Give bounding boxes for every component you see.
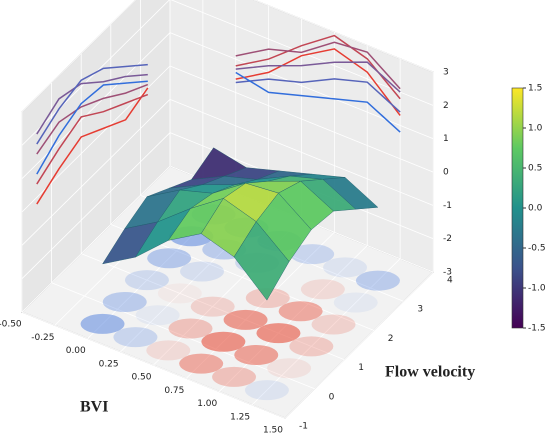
contour-projection (168, 318, 213, 339)
z-tick-label: -2 (443, 234, 452, 244)
y-axis-label: Flow velocity (385, 364, 475, 381)
contour-projection (80, 313, 125, 334)
contour-projection (300, 279, 345, 300)
left-wall-projection (36, 73, 148, 135)
y-tick-label: 1 (358, 363, 364, 373)
z-tick-label: 2 (443, 101, 449, 111)
x-tick-label: 1.00 (197, 399, 217, 409)
contour-projection (113, 327, 158, 348)
y-tick-label: 2 (388, 334, 394, 344)
colorbar-tick-label: -1.0 (528, 284, 546, 294)
x-tick-label: 0.25 (99, 359, 119, 369)
grid-line (21, 165, 171, 313)
colorbar-tick-label: 1.0 (528, 124, 543, 134)
x-tick-label: 0.50 (131, 373, 151, 383)
grid-line (21, 32, 171, 179)
contour-projection (147, 248, 192, 269)
contour-projection (267, 358, 312, 379)
contour-projection (311, 314, 356, 335)
z-tick-label: 3 (443, 68, 449, 78)
contour-projection (157, 283, 202, 304)
grid-line (284, 271, 434, 419)
contour-projection (256, 323, 301, 344)
grid-line (21, 132, 171, 279)
y-tick-label: 3 (417, 305, 423, 315)
grid-line (251, 258, 401, 406)
back-wall-projection (235, 61, 401, 93)
contour-projection (355, 270, 400, 291)
contour-projection (124, 270, 169, 291)
colorbar-tick-label: 0.0 (528, 204, 543, 214)
x-tick-label: 0.00 (66, 346, 86, 356)
grid-line (253, 0, 434, 73)
back-wall-projection (235, 71, 401, 133)
grid-line (21, 99, 171, 246)
x-tick-label: 0.75 (164, 386, 184, 396)
grid-line (218, 245, 368, 392)
contour-projection (278, 301, 323, 322)
contour-projection (146, 340, 191, 361)
y-tick-label: 0 (329, 392, 335, 402)
grid-line (21, 311, 286, 419)
back-wall-projection (235, 34, 401, 100)
grid-line (169, 32, 434, 140)
contour-projection (323, 257, 368, 278)
back-wall-projection (235, 48, 401, 116)
grid-line (169, 98, 434, 206)
surface-patch (233, 221, 290, 301)
contour-projection (180, 261, 225, 282)
contour-projection (135, 305, 180, 326)
z-tick-label: 0 (443, 168, 449, 178)
contour-projection (201, 331, 246, 352)
colorbar-tick-label: 1.5 (528, 84, 542, 94)
contour-projection (223, 309, 268, 330)
grid-line (51, 282, 315, 390)
back-wall-projection (235, 41, 401, 90)
y-tick-label: 4 (447, 276, 453, 286)
contour-projection (190, 296, 235, 317)
x-axis-label: BVI (80, 399, 108, 416)
grid-line (169, 65, 434, 173)
contour-projection (290, 244, 335, 265)
grid-line (186, 231, 335, 379)
contour-projection (179, 353, 224, 374)
y-tick-label: -1 (299, 422, 308, 432)
colorbar-tick-label: -0.5 (528, 244, 546, 254)
grid-line (81, 253, 345, 360)
contour-projection (289, 336, 334, 357)
z-tick-label: -3 (443, 268, 452, 278)
left-wall-projection (36, 87, 149, 205)
back-wall-projection (235, 78, 401, 113)
left-wall-projection (36, 80, 148, 175)
x-tick-label: -0.50 (0, 320, 22, 330)
x-tick-label: 1.25 (230, 412, 250, 422)
contour-projection (333, 292, 378, 313)
z-tick-label: 1 (443, 134, 449, 144)
colorbar-tick-label: 0.5 (528, 164, 542, 174)
left-wall-projection (36, 83, 149, 155)
x-tick-label: 1.50 (263, 426, 283, 436)
z-tick-label: -1 (443, 201, 452, 211)
left-wall-projection (36, 63, 148, 145)
colorbar (511, 87, 524, 329)
contour-projection (244, 380, 289, 401)
left-wall-projection (36, 93, 149, 185)
contour-projection (102, 292, 147, 312)
contour-projection (212, 366, 257, 387)
grid-line (21, 0, 137, 113)
contour-projection (234, 345, 279, 365)
x-tick-label: -0.25 (31, 333, 54, 343)
colorbar-tick-label: -1.5 (528, 324, 546, 334)
